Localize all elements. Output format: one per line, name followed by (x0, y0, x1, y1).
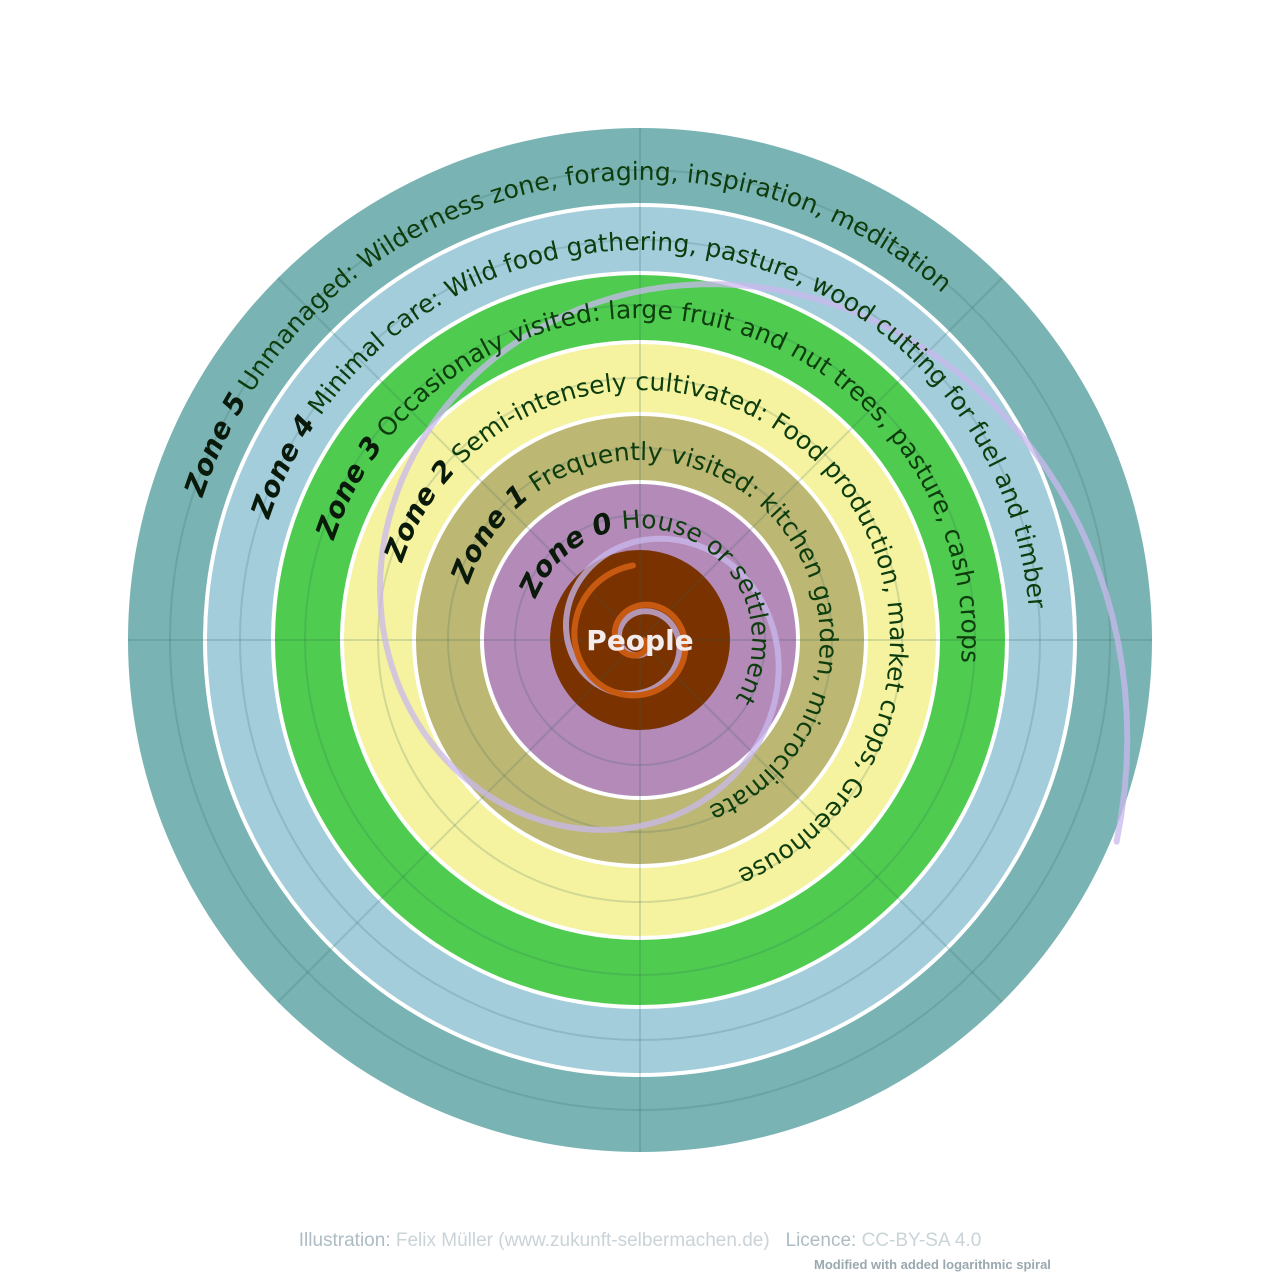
center-label: People (586, 624, 693, 657)
modification-note: Modified with added logarithmic spiral (814, 1257, 1051, 1272)
licence-value: CC-BY-SA 4.0 (861, 1230, 982, 1251)
credits-line: Illustration: Felix Müller (www.zukunft-… (0, 1230, 1280, 1252)
illustration-label: Illustration: (298, 1230, 391, 1251)
center-spiral (571, 562, 689, 699)
logarithmic-spiral (376, 281, 1131, 845)
licence-label: Licence: (785, 1230, 857, 1251)
illustration-value: Felix Müller (www.zukunft-selbermachen.d… (395, 1230, 770, 1251)
grid-lines (128, 128, 1152, 1152)
